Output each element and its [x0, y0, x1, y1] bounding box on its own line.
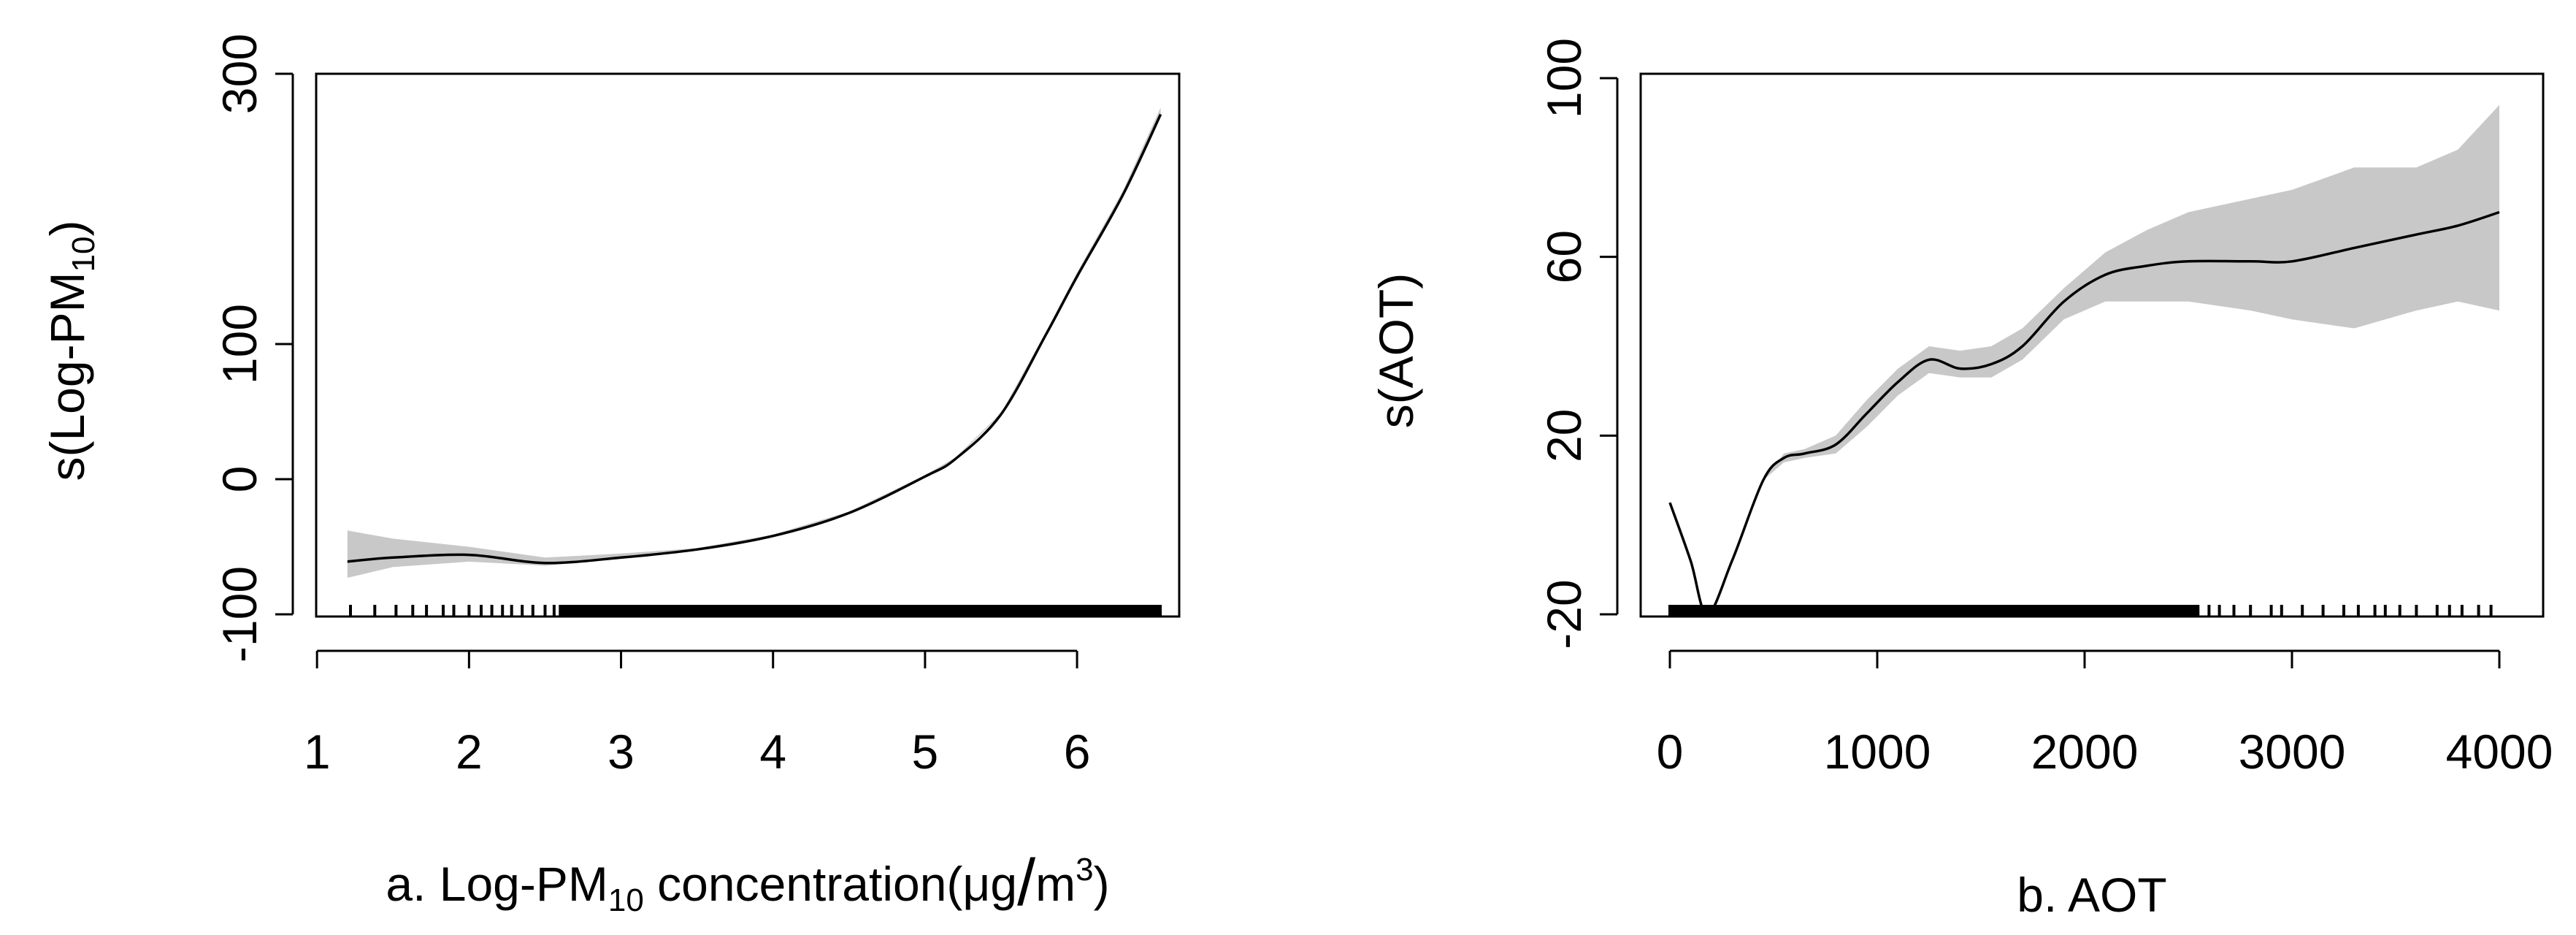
- panel-a-y-axis: -100 0 100 300: [212, 34, 294, 663]
- y-tick-label: -100: [212, 566, 267, 663]
- panel-a-x-axis-title: a. Log-PM10 concentration(μg/m3): [386, 847, 1109, 920]
- panel-a-smooth-curve: [347, 113, 1162, 565]
- x-tick-label: 3000: [2239, 725, 2346, 779]
- panel-a: 1 2 3 4 5 6 -100 0 100 300 a. Log-PM10 concentra…: [40, 34, 1181, 920]
- y-tick-label: 20: [1537, 409, 1591, 462]
- x-tick-label: 4000: [2446, 725, 2553, 779]
- y-tick-label: 300: [212, 34, 267, 114]
- fitted-line: [1668, 210, 2500, 616]
- panel-b-rug: [1668, 605, 2493, 617]
- panel-b: 0 1000 2000 3000 4000 -20 20 60 100 b. AOT s(AO…: [1369, 38, 2553, 922]
- y-tick-label: 100: [1537, 38, 1591, 118]
- panel-b-y-axis: -20 20 60 100: [1537, 38, 1619, 649]
- panel-a-y-axis-title: s(Log-PM10): [40, 220, 101, 481]
- y-tick-label: 100: [212, 304, 267, 384]
- panel-b-y-axis-title: s(AOT): [1369, 273, 1423, 429]
- x-tick-label: 3: [607, 725, 635, 779]
- panel-a-frame: [315, 72, 1181, 618]
- y-tick-label: -20: [1537, 579, 1591, 649]
- x-tick-label: 5: [912, 725, 939, 779]
- x-tick-label: 2000: [2031, 725, 2139, 779]
- panel-a-x-axis: 1 2 3 4 5 6: [304, 649, 1091, 779]
- y-tick-label: 60: [1537, 230, 1591, 283]
- panel-b-smooth-curve: [1668, 210, 2500, 616]
- confidence-band: [1670, 104, 2499, 614]
- panel-b-confidence-band: [1670, 104, 2499, 614]
- panel-b-x-axis-title: b. AOT: [2017, 868, 2166, 922]
- panel-b-x-axis: 0 1000 2000 3000 4000: [1657, 649, 2553, 779]
- x-tick-label: 1: [304, 725, 331, 779]
- confidence-band: [347, 107, 1161, 579]
- x-tick-label: 6: [1064, 725, 1091, 779]
- x-tick-label: 4: [759, 725, 786, 779]
- panel-b-frame: [1639, 72, 2545, 618]
- x-tick-label: 2: [456, 725, 483, 779]
- x-tick-label: 1000: [1824, 725, 1931, 779]
- panel-a-rug: [349, 605, 1162, 617]
- panel-a-confidence-band: [347, 107, 1161, 579]
- x-tick-label: 0: [1657, 725, 1684, 779]
- fitted-line: [347, 113, 1162, 565]
- y-tick-label: 0: [212, 466, 267, 493]
